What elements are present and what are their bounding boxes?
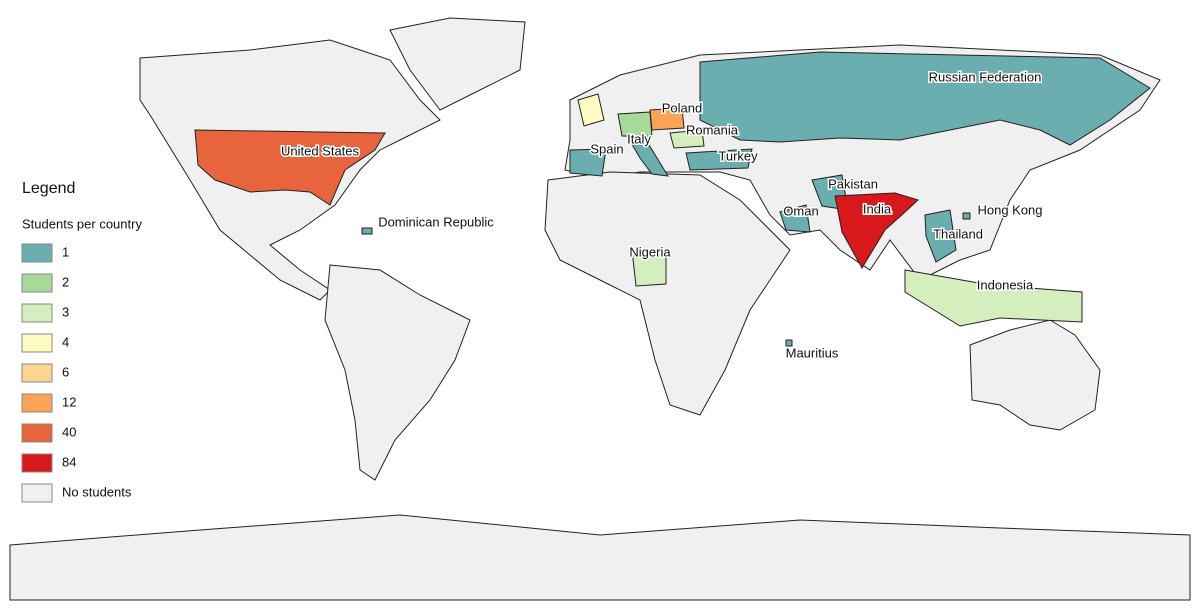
country	[779, 204, 811, 233]
country-label: Hong Kong	[977, 202, 1042, 217]
country	[685, 148, 753, 171]
country-label: Dominican Republic	[378, 214, 494, 229]
country	[669, 129, 705, 149]
south-america	[324, 264, 471, 481]
country-label: Poland	[662, 100, 702, 115]
australia	[969, 319, 1101, 431]
country	[904, 269, 1083, 327]
legend: Legend Students per country 12346124084N…	[21, 180, 142, 503]
legend-label: 84	[62, 454, 76, 469]
countries	[194, 51, 1151, 347]
country	[569, 148, 607, 177]
legend-label: No students	[62, 484, 132, 499]
country	[361, 227, 373, 235]
legend-label: 40	[62, 424, 76, 439]
country-label: Nigeria	[629, 244, 671, 259]
legend-label: 2	[62, 274, 69, 289]
country-label: Romania	[686, 122, 739, 137]
country	[699, 51, 1151, 146]
legend-swatch	[21, 243, 53, 263]
legend-swatch	[21, 303, 53, 323]
legend-label: 12	[62, 394, 76, 409]
antarctica	[9, 514, 1191, 601]
country	[194, 129, 386, 206]
legend-title: Legend	[22, 180, 75, 197]
legend-swatch	[21, 273, 53, 293]
country	[617, 111, 653, 137]
country-label: India	[863, 201, 892, 216]
country-label: Indonesia	[977, 277, 1034, 292]
country	[577, 93, 605, 127]
legend-swatch	[21, 333, 53, 353]
legend-label: 1	[62, 244, 69, 259]
country	[629, 139, 669, 177]
country	[924, 209, 957, 263]
country-labels: Russian Federation Poland Romania Italy Spai…	[279, 68, 1044, 362]
country-label: Russian Federation	[929, 69, 1042, 84]
country-label: Turkey	[718, 148, 758, 163]
country-label: Italy	[627, 131, 651, 146]
country-label: United States	[281, 143, 360, 158]
country	[962, 212, 971, 220]
country	[631, 249, 667, 287]
country	[785, 339, 793, 347]
legend-swatch	[21, 363, 53, 383]
africa	[544, 171, 791, 416]
legend-swatch	[21, 453, 53, 473]
legend-subtitle: Students per country	[22, 216, 142, 231]
country-label: Thailand	[933, 226, 983, 241]
country-label: Spain	[590, 141, 623, 156]
country-label: Mauritius	[786, 345, 839, 360]
legend-label: 3	[62, 304, 69, 319]
base-map	[9, 17, 1191, 601]
greenland	[389, 17, 526, 111]
country-label: Oman	[783, 203, 818, 218]
legend-label: 4	[62, 334, 69, 349]
legend-label: 6	[62, 364, 69, 379]
legend-swatch	[21, 483, 53, 503]
legend-swatch	[21, 423, 53, 443]
country-label: Pakistan	[828, 176, 878, 191]
country	[834, 192, 919, 269]
legend-swatch	[21, 393, 53, 413]
